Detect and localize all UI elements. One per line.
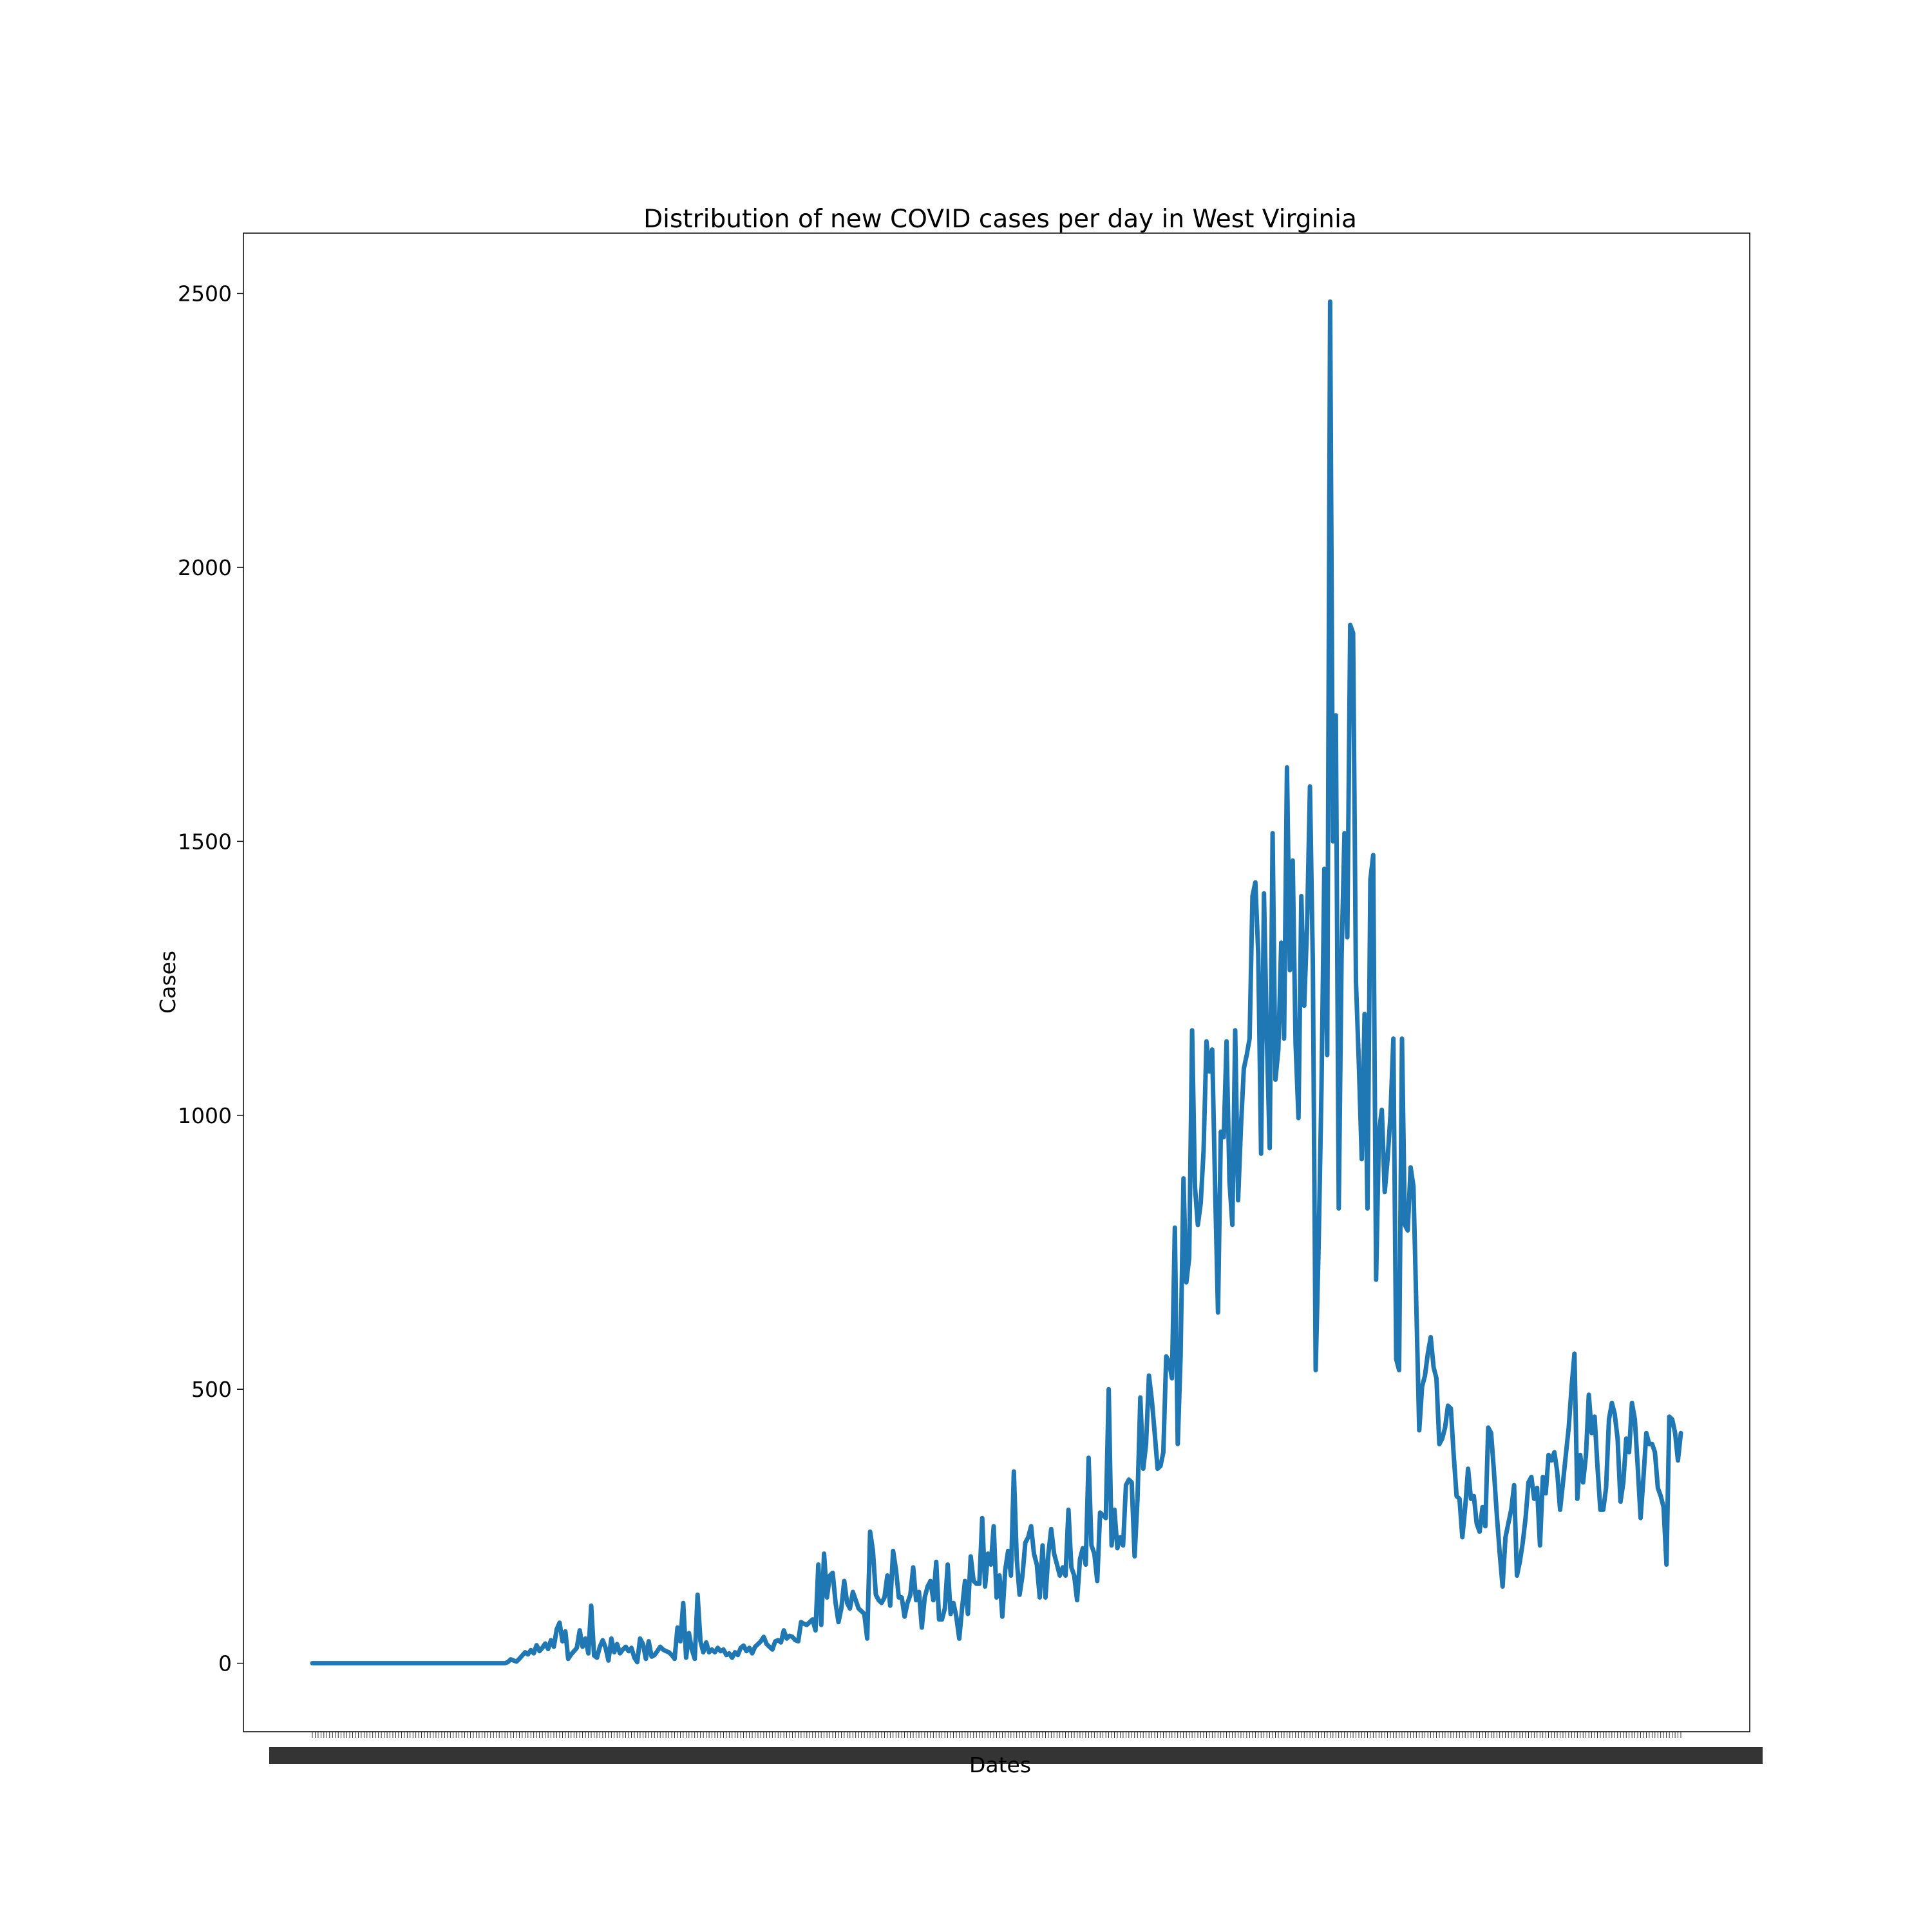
y-axis-label: Cases <box>155 951 180 1014</box>
chart-title: Distribution of new COVID cases per day … <box>643 205 1357 234</box>
x-axis-ticks <box>269 1732 1763 1764</box>
y-axis-ticks: 0 500 1000 1500 2000 2500 <box>178 281 243 1676</box>
series-line-new-cases <box>310 299 1683 1666</box>
y-tick-label: 0 <box>218 1651 232 1676</box>
series-layer <box>310 299 1683 1666</box>
y-tick-label: 1000 <box>178 1103 232 1128</box>
plot-area: 0 500 1000 1500 2000 2500 <box>178 232 1763 1764</box>
x-tick-labels-overlap <box>269 1747 1763 1764</box>
y-tick-label: 2000 <box>178 555 232 580</box>
y-tick-label: 1500 <box>178 829 232 854</box>
y-tick-label: 500 <box>191 1377 232 1402</box>
y-tick-label: 2500 <box>178 281 232 307</box>
x-axis-label: Dates <box>969 1752 1031 1777</box>
